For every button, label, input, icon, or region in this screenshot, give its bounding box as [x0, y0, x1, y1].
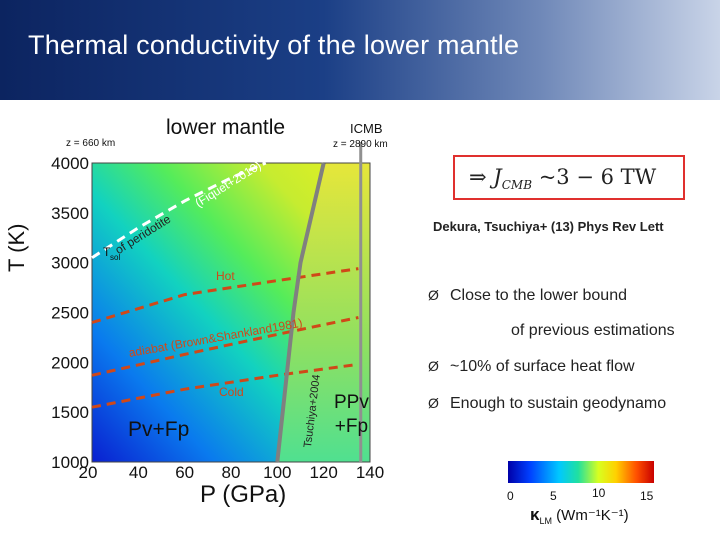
depth-left-label: z = 660 km	[66, 138, 116, 149]
tsol-label-t: T	[103, 245, 111, 259]
heat-flow-formula: ⇒ JCMB ~3 − 6 TW	[469, 165, 656, 192]
y-tick-label: 2500	[51, 304, 89, 323]
region-label-pv-fp: Pv+Fp	[128, 418, 190, 441]
colorbar-label-sub: LM	[539, 516, 552, 526]
curve-adiabat	[91, 316, 359, 377]
curve-hot	[91, 267, 359, 324]
colorbar-tick: 10	[592, 486, 606, 500]
kappa-symbol: κ	[530, 505, 540, 524]
formula-j: J	[493, 165, 502, 189]
curve-tsuchiya2004	[275, 162, 326, 463]
y-tick-label: 4000	[51, 154, 89, 173]
depth-right-label: z = 2890 km	[333, 139, 388, 150]
bullet-continuation: of previous estimations	[511, 322, 675, 339]
tsol-label-sub: sol	[110, 253, 121, 262]
tick-labels: 20 40 60 80 100 120 140 4000 3500 3000 2500 2000 150…	[51, 154, 384, 482]
colorbar-label: κLM (Wm⁻¹K⁻¹)	[530, 505, 629, 526]
plot-title: lower mantle	[166, 116, 286, 139]
x-tick-label: 20	[79, 463, 98, 482]
formula-sub: CMB	[501, 178, 533, 193]
curve-tsol	[91, 161, 267, 259]
colorbar-tick: 15	[640, 489, 654, 503]
reference-citation: Dekura, Tsuchiya+ (13) Phys Rev Lett	[433, 219, 664, 234]
region-label-ppv-fp: PPv +Fp	[334, 392, 369, 437]
x-tick-label: 60	[175, 463, 194, 482]
bullet-item: Ø ~10% of surface heat flow	[428, 358, 635, 375]
bullet-item: Ø Enough to sustain geodynamo	[428, 395, 667, 412]
x-tick-label: 100	[263, 463, 291, 482]
curve-label-cold: Cold	[219, 385, 244, 399]
curve-cold	[91, 362, 359, 409]
cmb-label: ICMB	[350, 121, 383, 136]
y-tick-label: 2000	[51, 353, 89, 372]
y-tick-label: 1000	[51, 453, 89, 472]
ppv-region	[277, 163, 370, 462]
colorbar-tick: 5	[550, 489, 557, 503]
plot-area	[91, 162, 371, 463]
x-axis-label: P (GPa)	[200, 481, 287, 508]
x-tick-label: 80	[222, 463, 241, 482]
colorbar	[508, 461, 654, 483]
plot-frame	[91, 162, 371, 463]
x-tick-label: 40	[129, 463, 148, 482]
y-axis-label: T (K)	[4, 223, 29, 272]
bullet-arrow-icon: Ø	[428, 358, 439, 374]
implies-symbol: ⇒	[469, 165, 487, 189]
heat-flow-formula-box: ⇒ JCMB ~3 − 6 TW	[453, 155, 685, 200]
curve-label-hot: Hot	[216, 269, 235, 283]
bullet-arrow-icon: Ø	[428, 287, 439, 303]
y-tick-label: 3500	[51, 204, 89, 223]
bullet-item: Ø Close to the lower bound	[428, 287, 627, 304]
x-tick-label: 140	[356, 463, 384, 482]
y-tick-label: 3000	[51, 254, 89, 273]
title-bar: Thermal conductivity of the lower mantle	[0, 0, 720, 100]
formula-value: ~3 − 6 TW	[532, 165, 657, 189]
y-tick-label: 1500	[51, 403, 89, 422]
colorbar-units: (Wm⁻¹K⁻¹)	[556, 507, 629, 524]
curves	[91, 142, 363, 463]
bullet-arrow-icon: Ø	[428, 395, 439, 411]
colorbar-tick: 0	[507, 489, 514, 503]
slide-title: Thermal conductivity of the lower mantle	[28, 30, 520, 60]
x-tick-label: 120	[309, 463, 337, 482]
